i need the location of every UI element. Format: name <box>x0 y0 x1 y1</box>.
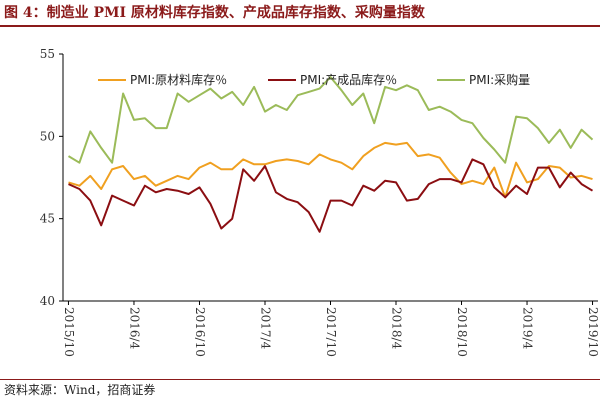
title-divider <box>0 25 600 27</box>
legend-label-3: PMI:采购量 <box>469 72 530 87</box>
y-tick-label: 55 <box>40 47 55 61</box>
series-lines <box>67 76 594 233</box>
y-tick-label: 45 <box>40 212 55 226</box>
source-divider <box>0 379 600 380</box>
x-tick-label: 2015/10 <box>62 307 76 357</box>
y-tick-label: 40 <box>40 294 55 308</box>
x-tick-label: 2019/10 <box>586 307 600 357</box>
chart-title: 图 4：制造业 PMI 原材料库存指数、产成品库存指数、采购量指数 <box>4 5 425 21</box>
legend-label-2: PMI:产成品库存％ <box>300 72 397 87</box>
series-line-3 <box>67 76 594 164</box>
x-tick-label: 2017/10 <box>324 307 338 357</box>
x-tick-label: 2016/4 <box>127 307 141 350</box>
x-tick-label: 2016/10 <box>193 307 207 357</box>
legend-label-1: PMI:原材料库存％ <box>130 72 227 87</box>
y-tick-label: 50 <box>40 129 55 143</box>
series-line-2 <box>68 158 594 233</box>
x-tick-label: 2019/4 <box>521 307 535 350</box>
x-tick-label: 2017/4 <box>258 307 272 350</box>
axes: 40 45 50 55 2015/10 2016/4 2016/10 2017/4 2017/1… <box>40 47 600 357</box>
legend: PMI:原材料库存％ PMI:产成品库存％ PMI:采购量 <box>98 72 530 87</box>
x-tick-label: 2018/4 <box>390 307 404 350</box>
source-note: 资料来源：Wind，招商证券 <box>4 383 156 397</box>
x-tick-label: 2018/10 <box>455 307 469 357</box>
line-chart: 40 45 50 55 2015/10 2016/4 2016/10 2017/4 2017/1… <box>40 47 600 357</box>
